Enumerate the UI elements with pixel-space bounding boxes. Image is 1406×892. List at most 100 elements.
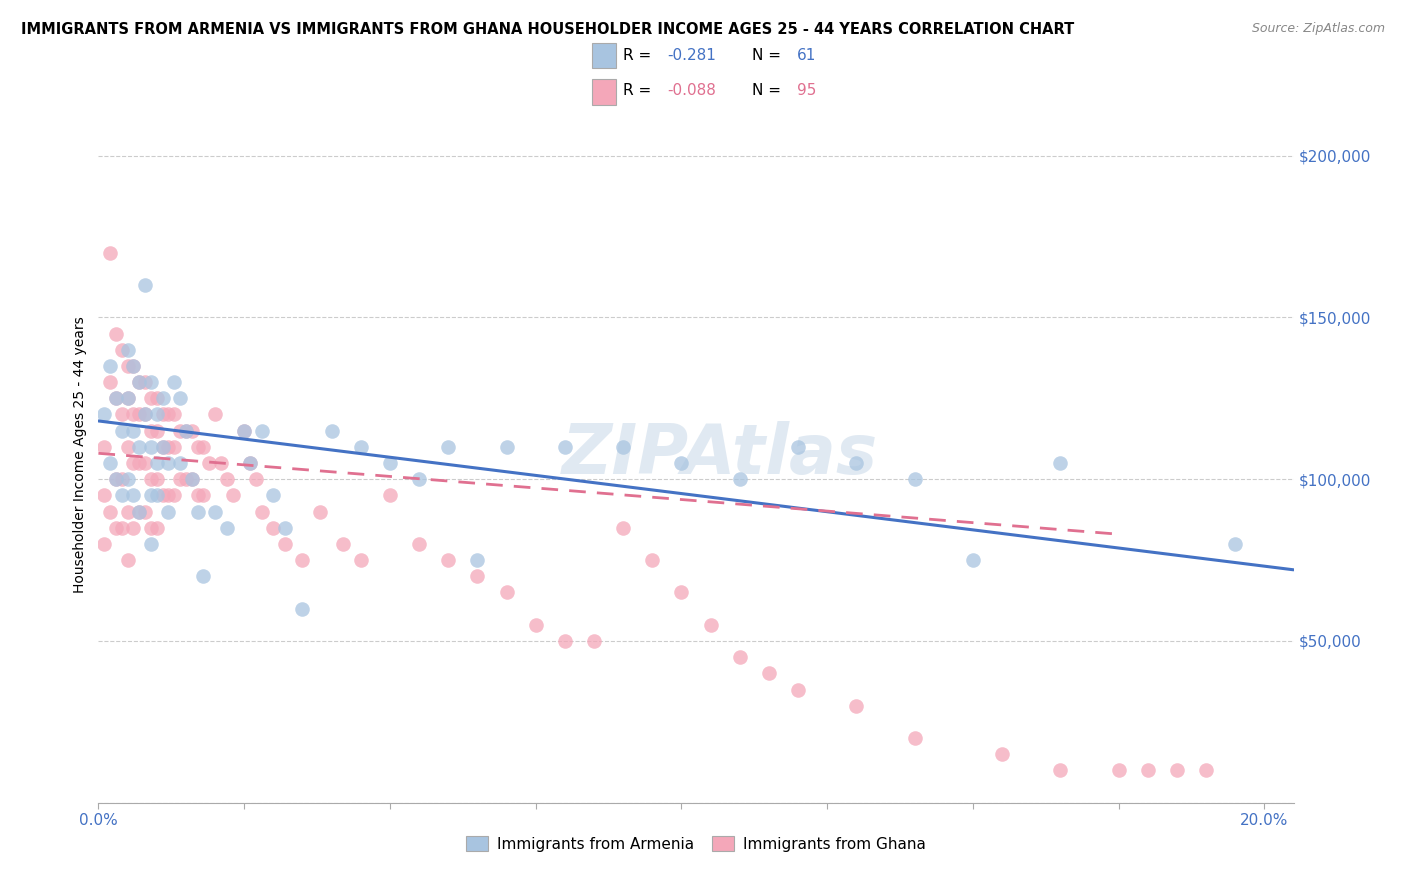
Point — [903, 731, 925, 745]
Point — [845, 456, 868, 470]
Point — [962, 553, 984, 567]
Point — [321, 424, 343, 438]
Point — [787, 682, 810, 697]
Point — [122, 359, 145, 373]
Point — [193, 488, 215, 502]
Point — [437, 553, 460, 567]
Text: 95: 95 — [797, 83, 817, 98]
Point — [169, 456, 191, 470]
Point — [728, 472, 751, 486]
Point — [163, 408, 186, 422]
Point — [169, 472, 191, 486]
Text: IMMIGRANTS FROM ARMENIA VS IMMIGRANTS FROM GHANA HOUSEHOLDER INCOME AGES 25 - 44: IMMIGRANTS FROM ARMENIA VS IMMIGRANTS FR… — [21, 22, 1074, 37]
Point — [180, 472, 202, 486]
Point — [152, 408, 174, 422]
Point — [174, 424, 197, 438]
Point — [845, 698, 868, 713]
Point — [408, 537, 430, 551]
Point — [104, 326, 127, 341]
Point — [250, 504, 273, 518]
Point — [554, 440, 576, 454]
Point — [215, 472, 238, 486]
Point — [186, 488, 208, 502]
Point — [128, 504, 150, 518]
Point — [111, 472, 134, 486]
Point — [145, 392, 167, 406]
Point — [122, 359, 145, 373]
FancyBboxPatch shape — [592, 43, 616, 69]
Point — [163, 440, 186, 454]
Point — [128, 456, 150, 470]
Point — [145, 456, 167, 470]
Point — [291, 601, 314, 615]
Point — [98, 245, 121, 260]
Point — [152, 392, 174, 406]
Point — [1225, 537, 1247, 551]
Point — [169, 392, 191, 406]
Text: R =: R = — [623, 47, 657, 62]
Point — [122, 424, 145, 438]
Point — [122, 456, 145, 470]
Point — [157, 408, 180, 422]
Point — [152, 488, 174, 502]
Point — [163, 375, 186, 389]
Point — [98, 375, 121, 389]
Text: N =: N = — [752, 47, 786, 62]
Point — [209, 456, 232, 470]
Point — [98, 359, 121, 373]
Point — [139, 392, 162, 406]
Text: -0.088: -0.088 — [666, 83, 716, 98]
Point — [193, 440, 215, 454]
Point — [233, 424, 256, 438]
Point — [245, 472, 267, 486]
Point — [1195, 764, 1218, 778]
Point — [139, 472, 162, 486]
Point — [437, 440, 460, 454]
Point — [174, 424, 197, 438]
Point — [139, 375, 162, 389]
Point — [145, 472, 167, 486]
Point — [671, 456, 693, 470]
Point — [139, 488, 162, 502]
Text: Source: ZipAtlas.com: Source: ZipAtlas.com — [1251, 22, 1385, 36]
Point — [641, 553, 664, 567]
Point — [128, 408, 150, 422]
Point — [104, 472, 127, 486]
Point — [111, 488, 134, 502]
Point — [134, 504, 156, 518]
Point — [728, 650, 751, 665]
Text: ZIPAtlas: ZIPAtlas — [562, 421, 877, 489]
Point — [274, 521, 297, 535]
Point — [117, 392, 139, 406]
Point — [250, 424, 273, 438]
Point — [157, 456, 180, 470]
Point — [93, 488, 115, 502]
Point — [134, 408, 156, 422]
Point — [215, 521, 238, 535]
Point — [408, 472, 430, 486]
Point — [104, 521, 127, 535]
Point — [111, 408, 134, 422]
Point — [93, 408, 115, 422]
Point — [128, 440, 150, 454]
Point — [104, 472, 127, 486]
Point — [139, 521, 162, 535]
Point — [117, 359, 139, 373]
Point — [180, 472, 202, 486]
Point — [98, 456, 121, 470]
Point — [111, 521, 134, 535]
Point — [554, 634, 576, 648]
Point — [157, 440, 180, 454]
Point — [139, 537, 162, 551]
Point — [104, 392, 127, 406]
Point — [612, 521, 634, 535]
Point — [991, 747, 1014, 762]
Point — [758, 666, 780, 681]
Point — [291, 553, 314, 567]
Point — [309, 504, 332, 518]
Point — [104, 392, 127, 406]
Point — [193, 569, 215, 583]
Point — [1108, 764, 1130, 778]
Point — [122, 521, 145, 535]
Point — [350, 553, 373, 567]
